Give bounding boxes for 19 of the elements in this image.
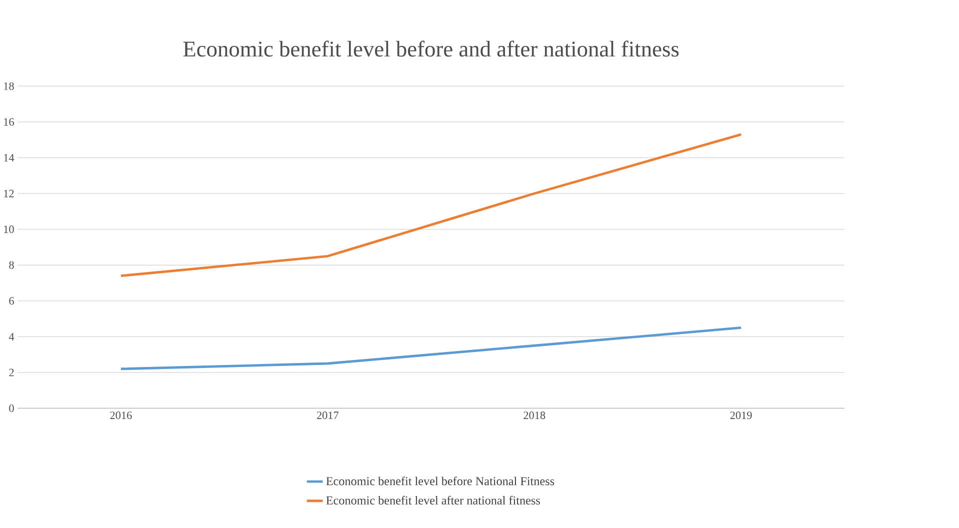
y-tick-label: 8 (9, 261, 14, 269)
x-tick-label: 2018 (524, 412, 546, 420)
y-tick-label: 16 (4, 118, 14, 126)
y-tick-label: 4 (8, 332, 14, 340)
x-tick-label: 2016 (110, 412, 132, 420)
y-tick-label: 2 (9, 368, 14, 376)
x-tick-label: 2019 (730, 412, 752, 420)
y-tick-label: 0 (9, 404, 14, 412)
line-series (120, 326, 742, 370)
y-tick-label: 12 (4, 190, 14, 198)
x-tick-label: 2017 (316, 412, 339, 420)
y-tick-label: 18 (4, 82, 14, 90)
line-series (120, 133, 742, 277)
y-tick-label: 10 (4, 225, 14, 234)
chart-title: Economic benefit level before and after national fitness (183, 40, 679, 57)
legend-label: Economic benefit level after national fitness (326, 496, 540, 504)
y-tick-label: 6 (9, 297, 14, 305)
y-tick-label: 14 (4, 154, 14, 162)
legend-label: Economic benefit level before National Fitness (326, 476, 554, 486)
